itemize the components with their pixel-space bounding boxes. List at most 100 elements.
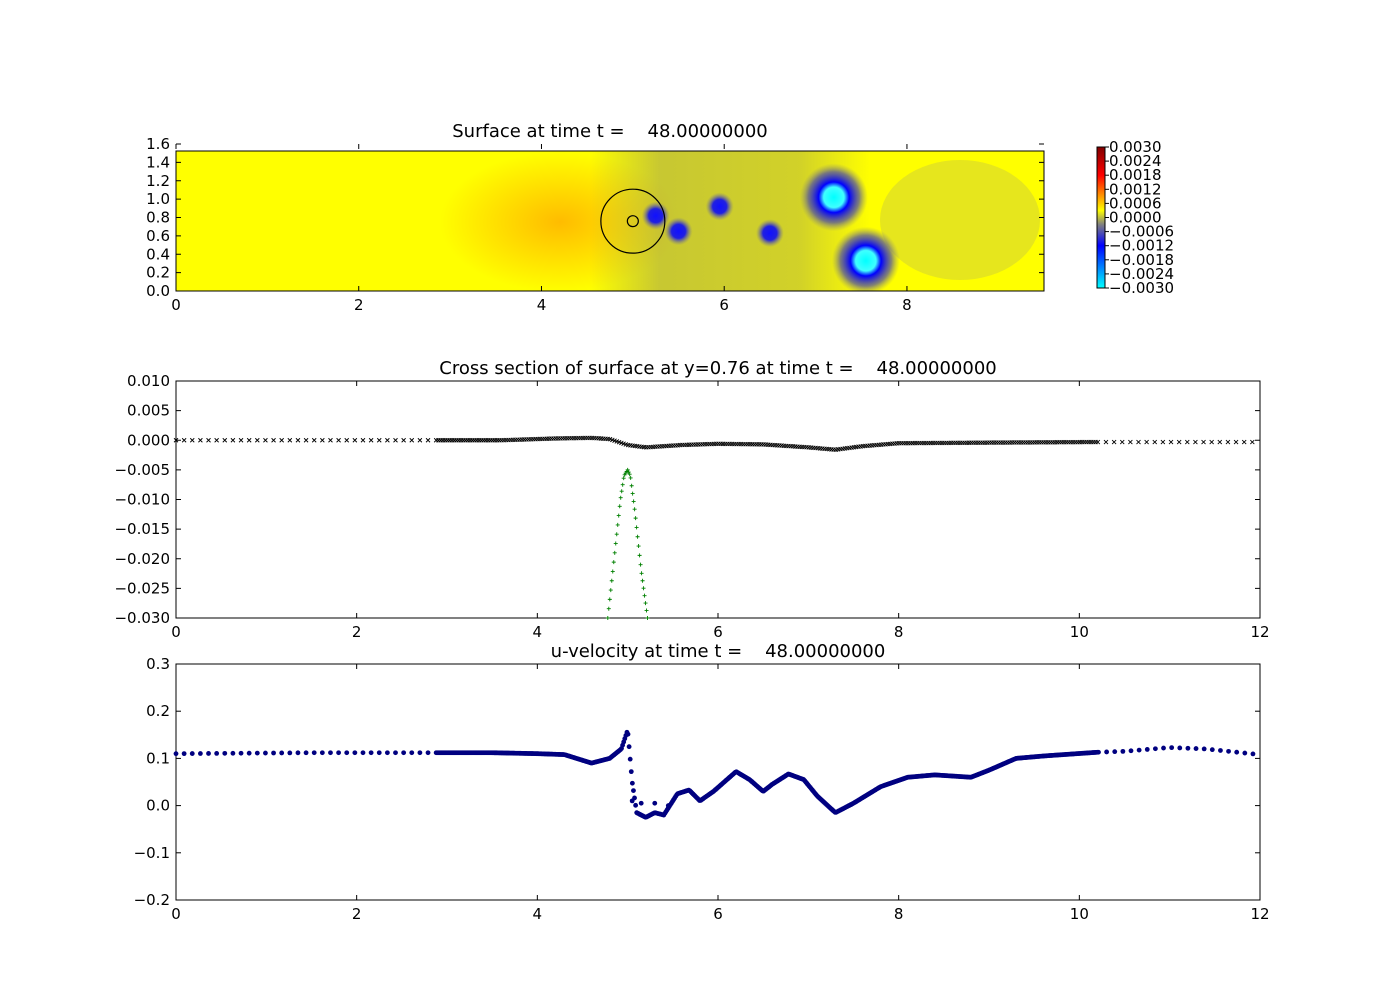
velocity-point: [1242, 750, 1248, 756]
bottom-profile-point: [615, 522, 620, 527]
colorbar-tick-label: −0.0018: [1109, 251, 1174, 269]
bottom-profile-point: [605, 616, 610, 620]
velocity-point: [360, 750, 366, 756]
velocity-point: [189, 751, 195, 756]
heatmap-frame: [175, 150, 1045, 292]
velocity-point: [629, 798, 635, 804]
cross-section-point: [246, 437, 252, 443]
y-tick-label: 0.005: [127, 402, 170, 420]
cross-section-point: [417, 437, 423, 443]
cross-section-point: [336, 437, 341, 443]
cross-section-point: [1144, 439, 1149, 445]
cross-section-point: [206, 437, 211, 443]
cross-section-point: [1233, 439, 1239, 445]
bottom-profile-point: [609, 578, 614, 583]
surface-depression: [664, 217, 693, 246]
bottom-profile-point: [629, 483, 634, 488]
velocity-point: [303, 750, 309, 756]
velocity-point: [1193, 746, 1199, 751]
velocity-point: [352, 750, 358, 756]
y-tick-label: −0.2: [134, 891, 170, 909]
velocity-point: [246, 750, 252, 756]
colorbar-tick-label: 0.0024: [1109, 152, 1162, 170]
cross-section-point: [311, 437, 317, 443]
cross-section-point: [1111, 439, 1117, 445]
x-tick-label: 8: [894, 905, 904, 923]
x-tick-label: 6: [719, 296, 729, 314]
bottom-profile-point: [636, 544, 641, 549]
cross-section-point: [320, 437, 325, 443]
velocity-point: [417, 750, 423, 756]
velocity-frame: [175, 663, 1261, 901]
velocity-point: [393, 750, 398, 756]
surface-depression: [755, 219, 784, 248]
velocity-point: [222, 750, 228, 756]
cross-section-point: [1176, 439, 1182, 445]
velocity-point: [1096, 749, 1101, 755]
velocity-point: [1234, 749, 1240, 755]
bottom-profile-point: [633, 516, 638, 521]
velocity-point: [1169, 745, 1175, 751]
bottom-profile-point: [631, 499, 636, 504]
velocity-point: [1144, 747, 1150, 752]
bottom-profile-point: [635, 534, 640, 539]
surface-depression: [641, 201, 670, 230]
velocity-point: [197, 751, 203, 756]
cross-section-point: [1193, 439, 1198, 445]
velocity-point: [279, 750, 285, 756]
cross-section-point: [376, 437, 382, 443]
surface-depression: [705, 192, 734, 221]
velocity-point: [1209, 747, 1215, 753]
colorbar-tick-label: −0.0024: [1109, 265, 1174, 283]
cross-section-point: [1136, 439, 1141, 445]
cross-section-point: [1209, 439, 1214, 445]
y-tick-label: 0.000: [127, 431, 170, 449]
velocity-title: u-velocity at time t = 48.00000000: [551, 641, 886, 662]
bottom-profile-point: [645, 616, 650, 620]
cross-section-point: [198, 437, 203, 443]
cross-section-point: [1168, 439, 1174, 445]
y-tick-label: 0.2: [146, 702, 170, 720]
surface-depression: [799, 163, 868, 232]
bottom-profile-point: [606, 606, 611, 611]
bottom-profile-point: [612, 550, 617, 555]
velocity-point: [311, 750, 317, 756]
x-tick-label: 0: [171, 296, 181, 314]
x-tick-label: 2: [352, 905, 362, 923]
velocity-point: [1226, 748, 1231, 754]
velocity-point: [652, 800, 658, 806]
cross-section-point: [254, 437, 260, 443]
colorbar-tick-label: −0.0012: [1109, 237, 1174, 255]
velocity-point: [384, 750, 390, 756]
body-outline-circle: [600, 188, 666, 254]
bottom-profile-point: [607, 597, 612, 602]
velocity-point: [238, 750, 244, 756]
x-tick-label: 8: [902, 296, 912, 314]
x-tick-label: 4: [533, 623, 543, 641]
body-outline-circle: [626, 215, 639, 228]
velocity-point: [206, 751, 211, 756]
cross-section-point: [1103, 439, 1109, 445]
cross-section-point: [1095, 439, 1101, 445]
cross-section-point: [1201, 439, 1206, 445]
cross-section-point: [303, 437, 309, 443]
cross-section-point: [189, 437, 195, 443]
velocity-point: [319, 750, 325, 756]
y-tick-label: 0.0: [146, 282, 170, 300]
x-tick-label: 8: [894, 623, 904, 641]
cross-section-point: [393, 437, 398, 443]
y-tick-label: −0.015: [114, 520, 170, 538]
x-tick-label: 2: [354, 296, 364, 314]
x-tick-label: 0: [171, 905, 181, 923]
bottom-profile-point: [611, 560, 616, 565]
bottom-profile-point: [628, 475, 633, 480]
cross-section-panel: Cross section of surface at y=0.76 at ti…: [114, 358, 1269, 641]
bottom-profile-point: [621, 476, 626, 481]
cross-section-point: [1217, 439, 1223, 445]
cross-section-point: [1152, 439, 1158, 445]
cross-section-point: [385, 437, 390, 443]
cross-section-point: [401, 437, 406, 443]
x-tick-label: 10: [1070, 623, 1089, 641]
x-tick-label: 10: [1070, 905, 1089, 923]
velocity-point: [1218, 748, 1223, 753]
